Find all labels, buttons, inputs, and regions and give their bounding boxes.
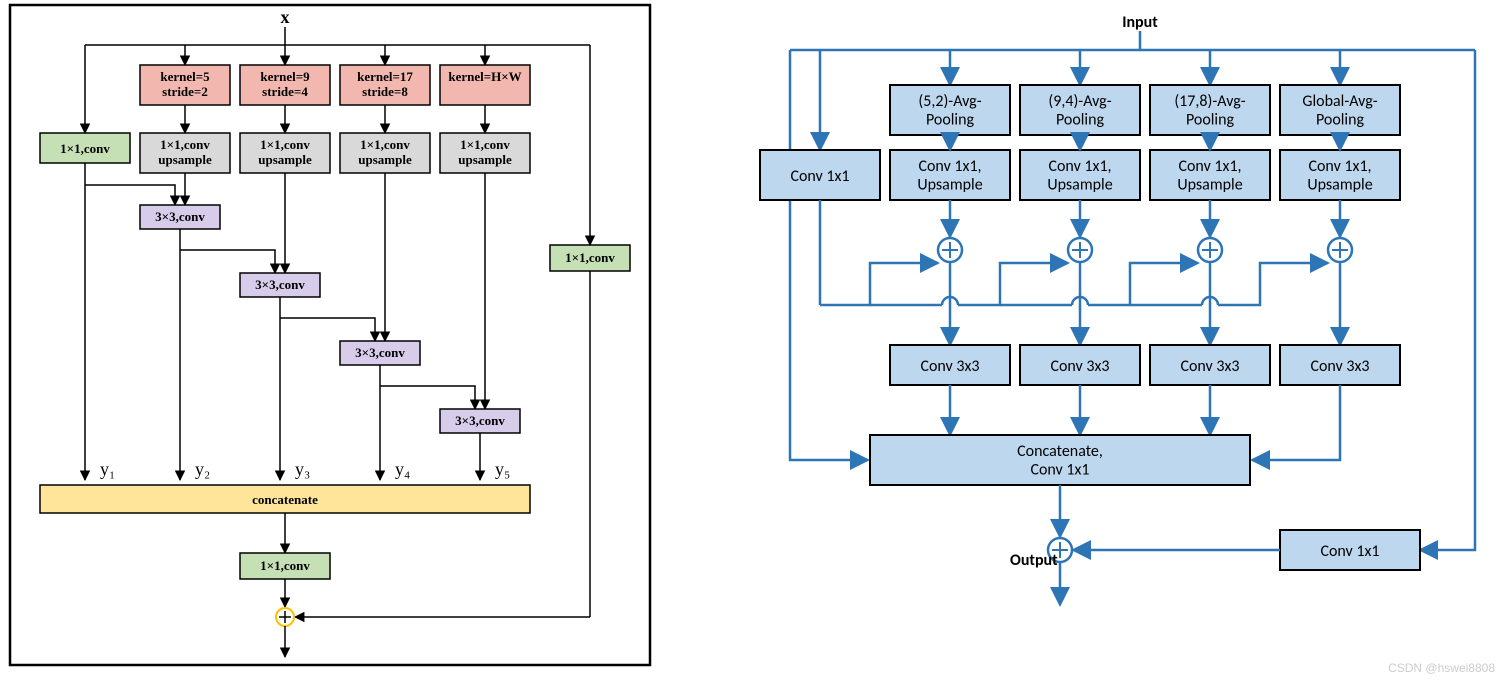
watermark: CSDN @hswei8808 bbox=[1388, 661, 1495, 675]
svg-text:Conv 3x3: Conv 3x3 bbox=[1180, 357, 1239, 376]
svg-text:1×1,convupsample: 1×1,convupsample bbox=[258, 137, 312, 167]
y-labels: y₁ y₂ y₃ y₄ y₅ bbox=[100, 459, 510, 479]
svg-text:(5,2)-Avg-Pooling: (5,2)-Avg-Pooling bbox=[918, 92, 981, 129]
svg-text:(9,4)-Avg-Pooling: (9,4)-Avg-Pooling bbox=[1048, 92, 1111, 129]
conv1x1-box: Conv 1x1 bbox=[790, 167, 849, 186]
left-diagram: x kernel=5stride=2 kernel=9stride=4 kern… bbox=[10, 5, 650, 665]
svg-text:y₁: y₁ bbox=[100, 459, 115, 479]
svg-text:1×1,convupsample: 1×1,convupsample bbox=[158, 137, 212, 167]
svg-text:y₂: y₂ bbox=[195, 459, 210, 479]
svg-text:Conv 1x1,Upsample: Conv 1x1,Upsample bbox=[1047, 157, 1112, 194]
conv3x3-row: Conv 3x3 Conv 3x3 Conv 3x3 Conv 3x3 bbox=[890, 345, 1400, 385]
svg-text:Conv 1x1,Upsample: Conv 1x1,Upsample bbox=[1307, 157, 1372, 194]
svg-text:Conv 3x3: Conv 3x3 bbox=[1050, 357, 1109, 376]
svg-text:y₃: y₃ bbox=[295, 459, 310, 479]
conv1x1-up-row: Conv 1x1,Upsample Conv 1x1,Upsample Conv… bbox=[890, 150, 1400, 200]
svg-text:1×1,convupsample: 1×1,convupsample bbox=[458, 137, 512, 167]
kernel-row: kernel=5stride=2 kernel=9stride=4 kernel… bbox=[140, 65, 530, 105]
left-input-label: x bbox=[281, 7, 290, 27]
kernel-box: kernel=H×W bbox=[448, 69, 521, 84]
conv3x3-2: 3×3,conv bbox=[255, 277, 305, 292]
kernel-box: kernel=9stride=4 bbox=[260, 69, 310, 99]
conv1x1-upsample-row: 1×1,convupsample 1×1,convupsample 1×1,co… bbox=[140, 133, 530, 173]
svg-text:Conv 3x3: Conv 3x3 bbox=[920, 357, 979, 376]
plus-row bbox=[938, 200, 1352, 262]
conv1x1-final: 1×1,conv bbox=[260, 558, 310, 573]
right-input-label: Input bbox=[1122, 13, 1158, 32]
pooling-row: (5,2)-Avg-Pooling (9,4)-Avg-Pooling (17,… bbox=[890, 85, 1400, 135]
conv1x1-right: 1×1,conv bbox=[565, 250, 615, 265]
svg-text:Conv 1x1,Upsample: Conv 1x1,Upsample bbox=[917, 157, 982, 194]
right-diagram: Input (5,2)-Avg-Pooling (9,4)-Avg-Poolin… bbox=[760, 13, 1475, 605]
figure: x kernel=5stride=2 kernel=9stride=4 kern… bbox=[0, 0, 1505, 680]
conv3x3-3: 3×3,conv bbox=[355, 345, 405, 360]
svg-text:y₄: y₄ bbox=[395, 459, 410, 479]
conv3x3-4: 3×3,conv bbox=[455, 413, 505, 428]
svg-text:Conv 3x3: Conv 3x3 bbox=[1310, 357, 1369, 376]
conv3x3-1: 3×3,conv bbox=[155, 209, 205, 224]
svg-text:Conv 1x1,Upsample: Conv 1x1,Upsample bbox=[1177, 157, 1242, 194]
concat-box: concatenate bbox=[252, 492, 318, 507]
conv1x1-bottom: Conv 1x1 bbox=[1320, 542, 1379, 561]
kernel-box: kernel=5stride=2 bbox=[160, 69, 210, 99]
conv1x1-left: 1×1,conv bbox=[60, 141, 110, 156]
svg-text:y₅: y₅ bbox=[495, 459, 510, 479]
kernel-box: kernel=17stride=8 bbox=[357, 69, 413, 99]
svg-text:1×1,convupsample: 1×1,convupsample bbox=[358, 137, 412, 167]
right-output-label: Output bbox=[1010, 551, 1058, 570]
